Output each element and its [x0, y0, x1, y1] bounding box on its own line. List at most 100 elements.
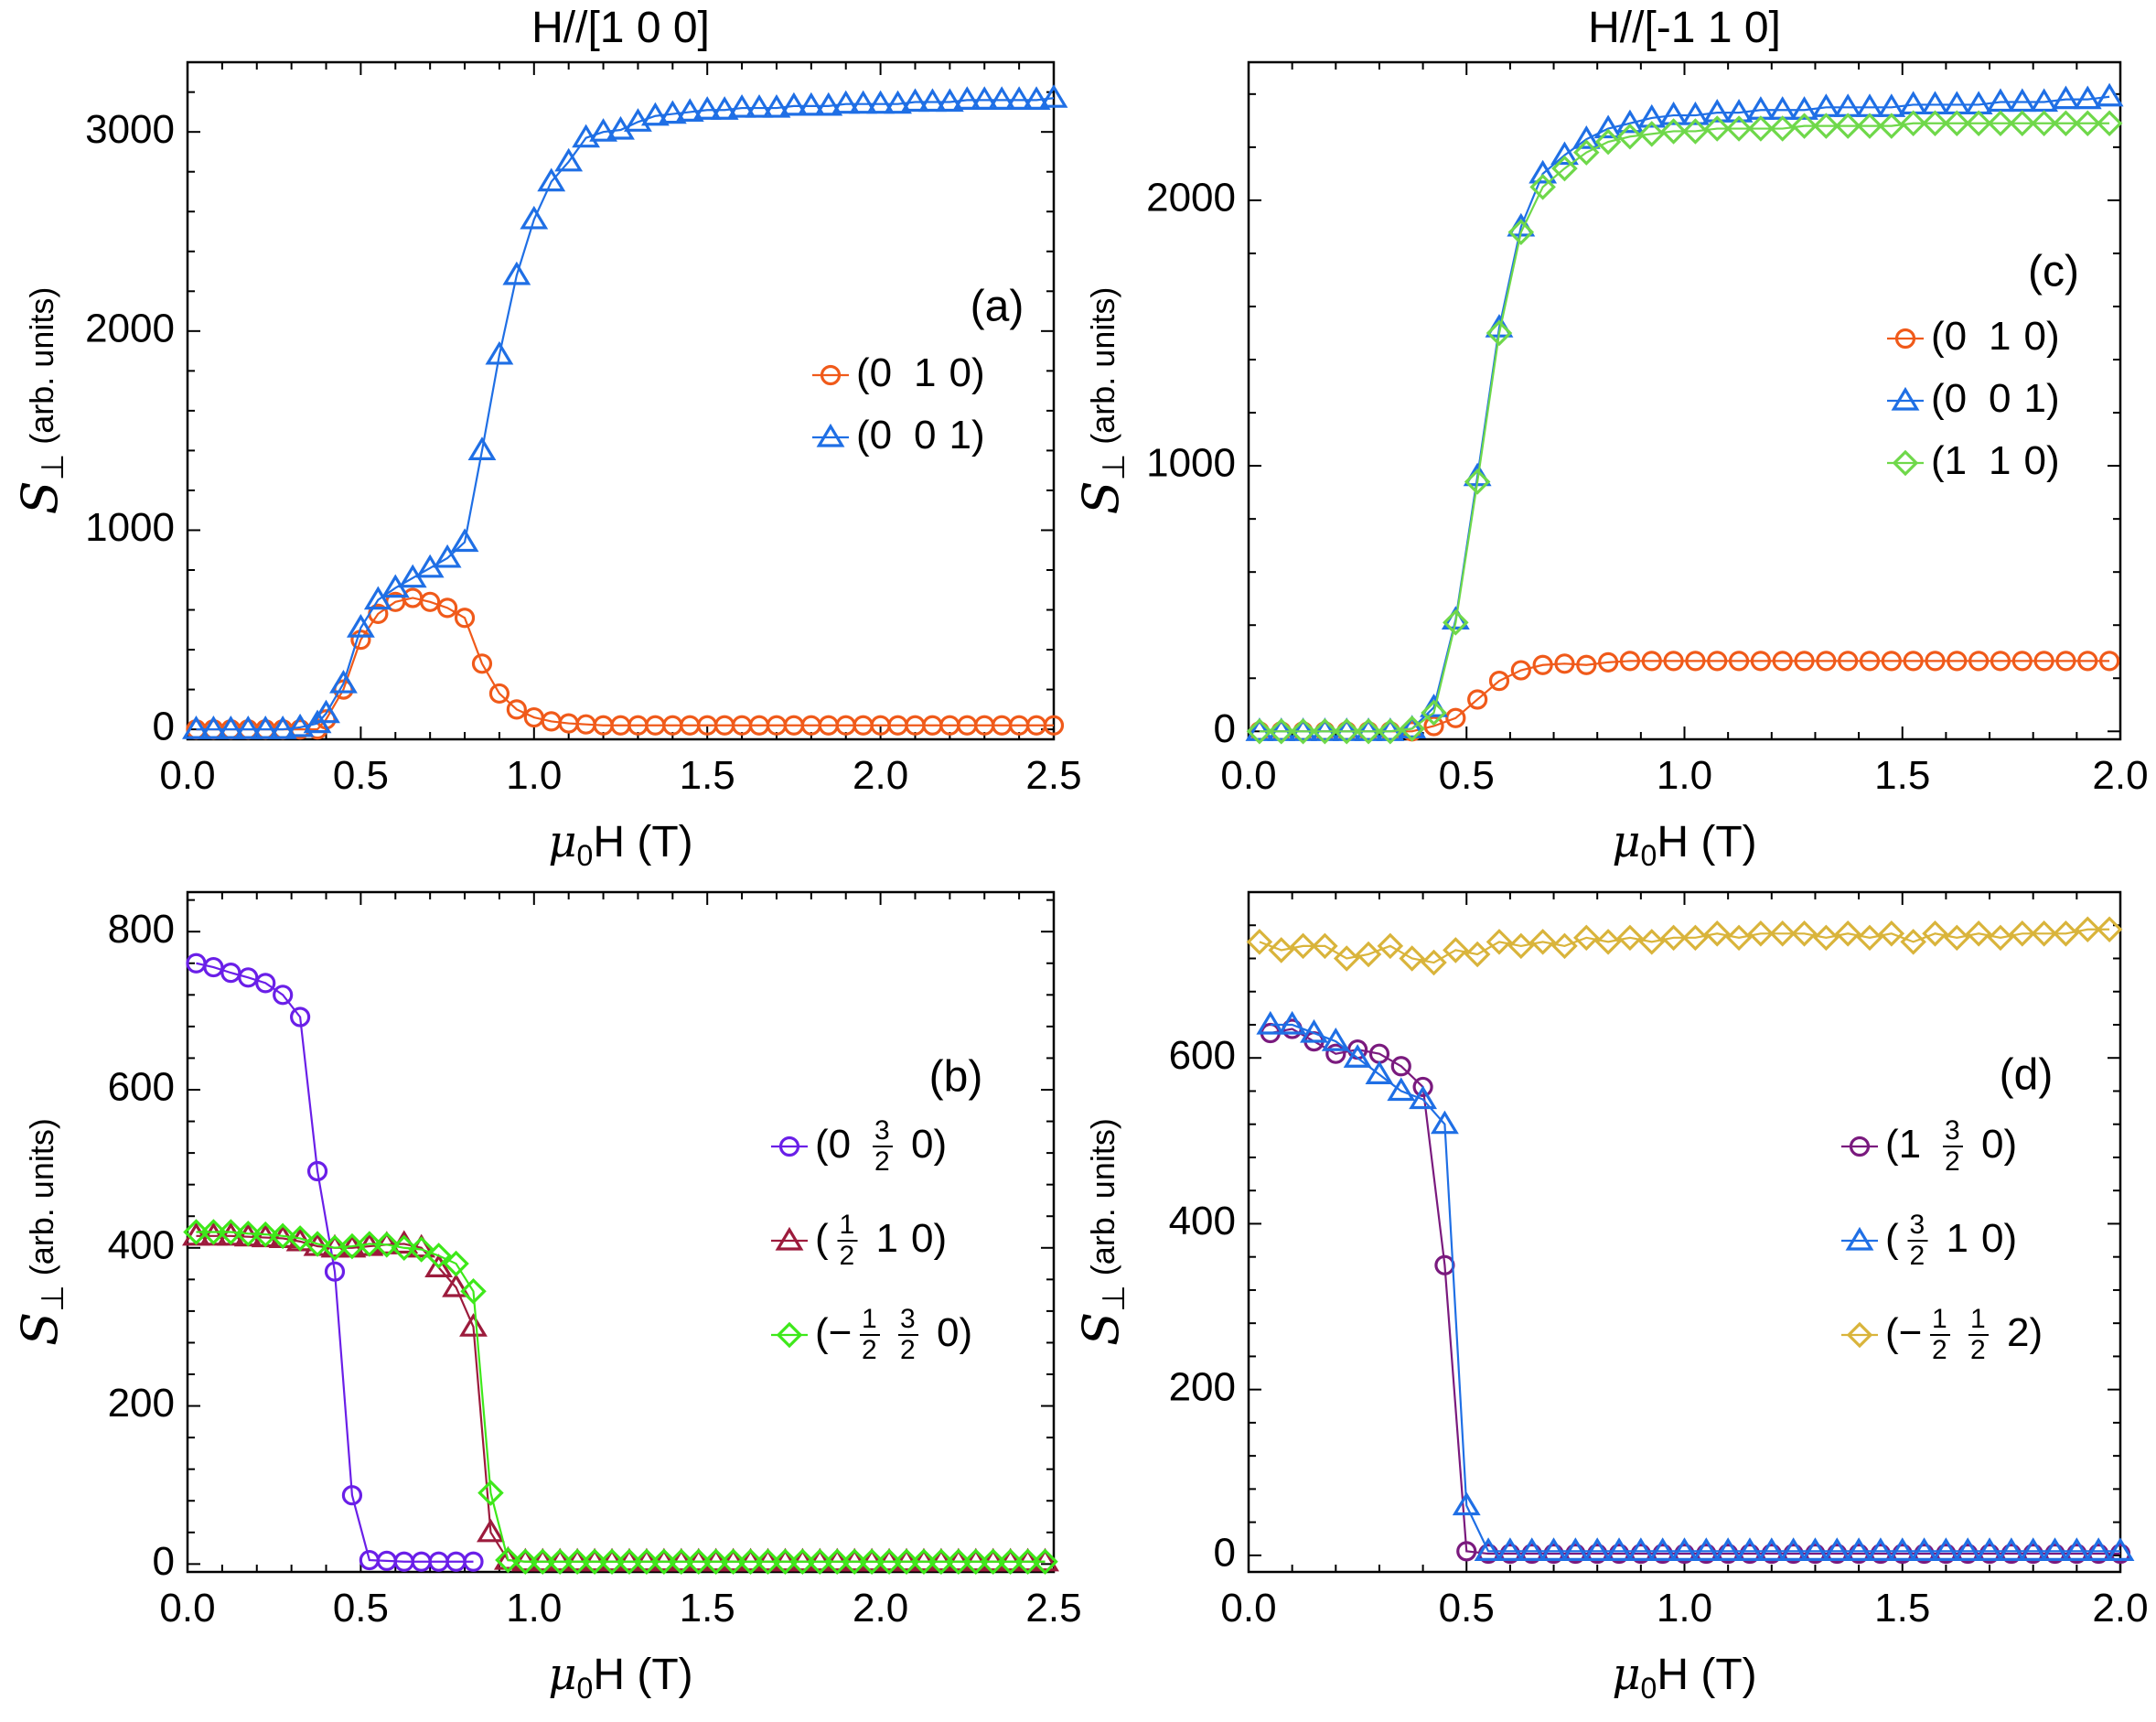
data-point [1757, 1537, 1786, 1561]
data-point [285, 713, 315, 737]
data-point [1332, 717, 1361, 741]
legend-marker [1892, 449, 1919, 477]
x-tick-label: 2.0 [853, 753, 908, 798]
data-point [1703, 115, 1731, 142]
data-point [2041, 1537, 2069, 1561]
legend-label: (0 0 1) [856, 413, 985, 457]
data-point [218, 1219, 244, 1245]
data-point [2074, 916, 2101, 943]
data-point [467, 436, 497, 461]
data-point [1423, 716, 1444, 737]
y-tick-label: 800 [108, 907, 175, 952]
x-axis-label: μ0H (T) [1612, 816, 1756, 872]
data-point [1728, 651, 1750, 672]
data-point [1409, 1085, 1438, 1110]
legend-label: (1 2 1 0) [815, 1210, 947, 1271]
data-point [1859, 651, 1881, 672]
data-point [1474, 1537, 1503, 1561]
data-point [520, 205, 549, 230]
data-point [720, 1548, 746, 1576]
data-point [1554, 653, 1575, 674]
panel-label: (d) [2000, 1051, 2054, 1100]
data-point [2033, 651, 2054, 672]
data-point [1561, 1537, 1590, 1561]
data-point [459, 1313, 488, 1337]
data-point [1268, 718, 1295, 745]
data-point [324, 1261, 346, 1282]
data-point [1619, 651, 1641, 672]
data-point [616, 1548, 643, 1576]
data-point [1844, 1537, 1873, 1561]
legend-marker [776, 1321, 803, 1349]
x-tick-label: 1.5 [1874, 753, 1930, 798]
data-point [1638, 121, 1666, 147]
x-tick-label: 2.0 [2092, 753, 2148, 798]
panel-d: 0.0 0.5 1.0 1.5 2.0 0 200 400 600 μ0H (T) S⊥(arb. … [1072, 890, 2149, 1705]
data-point [1987, 110, 2014, 137]
data-point [2055, 651, 2076, 672]
data-point [1496, 1537, 1525, 1561]
data-point [640, 102, 670, 126]
data-point [2062, 1537, 2091, 1561]
data-point [1582, 1537, 1612, 1561]
data-point [1822, 1537, 1851, 1561]
legend-marker [778, 1135, 800, 1157]
y-tick-label: 1000 [85, 505, 175, 550]
data-point [1790, 96, 1818, 120]
data-point [1769, 115, 1796, 142]
data-point [1246, 718, 1273, 745]
data-point [917, 88, 947, 113]
data-point [233, 716, 263, 739]
data-point [1942, 91, 1971, 115]
data-point [1944, 110, 1970, 137]
data-point [1022, 86, 1051, 110]
data-point [755, 1548, 781, 1576]
data-point [831, 90, 861, 114]
data-point [1467, 689, 1488, 710]
data-point [1387, 1077, 1416, 1102]
data-point [1968, 651, 1990, 672]
series-c-2 [1246, 110, 2123, 745]
data-point [2095, 82, 2124, 107]
data-point [1986, 88, 2015, 113]
legend-entry: (− 1 23 2 0) [771, 1304, 972, 1365]
data-point [2053, 110, 2079, 137]
data-point [1641, 651, 1662, 672]
data-point [198, 716, 228, 739]
data-point [797, 91, 826, 116]
data-point [477, 1480, 504, 1506]
data-point [1399, 716, 1425, 742]
series-line [1270, 1023, 2120, 1553]
data-point [1593, 114, 1623, 139]
data-point [203, 956, 224, 978]
data-point [329, 669, 358, 694]
data-point [2074, 110, 2101, 137]
data-point [450, 528, 479, 553]
data-point [2098, 651, 2120, 672]
data-point [1268, 937, 1295, 963]
data-point [1573, 924, 1600, 952]
data-point [537, 167, 566, 192]
data-point [823, 1548, 851, 1576]
legend-entry: (0 0 1) [1887, 376, 2060, 421]
data-point [1245, 717, 1274, 741]
x-tick-label: 1.5 [1874, 1586, 1930, 1631]
data-point [424, 1254, 454, 1277]
data-point [1576, 654, 1597, 675]
data-point [1685, 651, 1706, 672]
legend-marker [1845, 1226, 1874, 1251]
data-point [1779, 1537, 1808, 1561]
data-point [1702, 99, 1732, 123]
y-tick-label: 1000 [1146, 441, 1236, 486]
series-d-2 [1246, 916, 2123, 976]
data-point [1464, 941, 1491, 968]
data-point [1881, 651, 1902, 672]
data-point [945, 1548, 972, 1576]
data-point [1321, 1027, 1350, 1051]
legend-label: (0 0 1) [1931, 376, 2060, 421]
data-point [269, 1222, 296, 1250]
data-point [1772, 651, 1793, 672]
x-tick-label: 1.0 [506, 1586, 562, 1631]
data-point [710, 96, 739, 120]
